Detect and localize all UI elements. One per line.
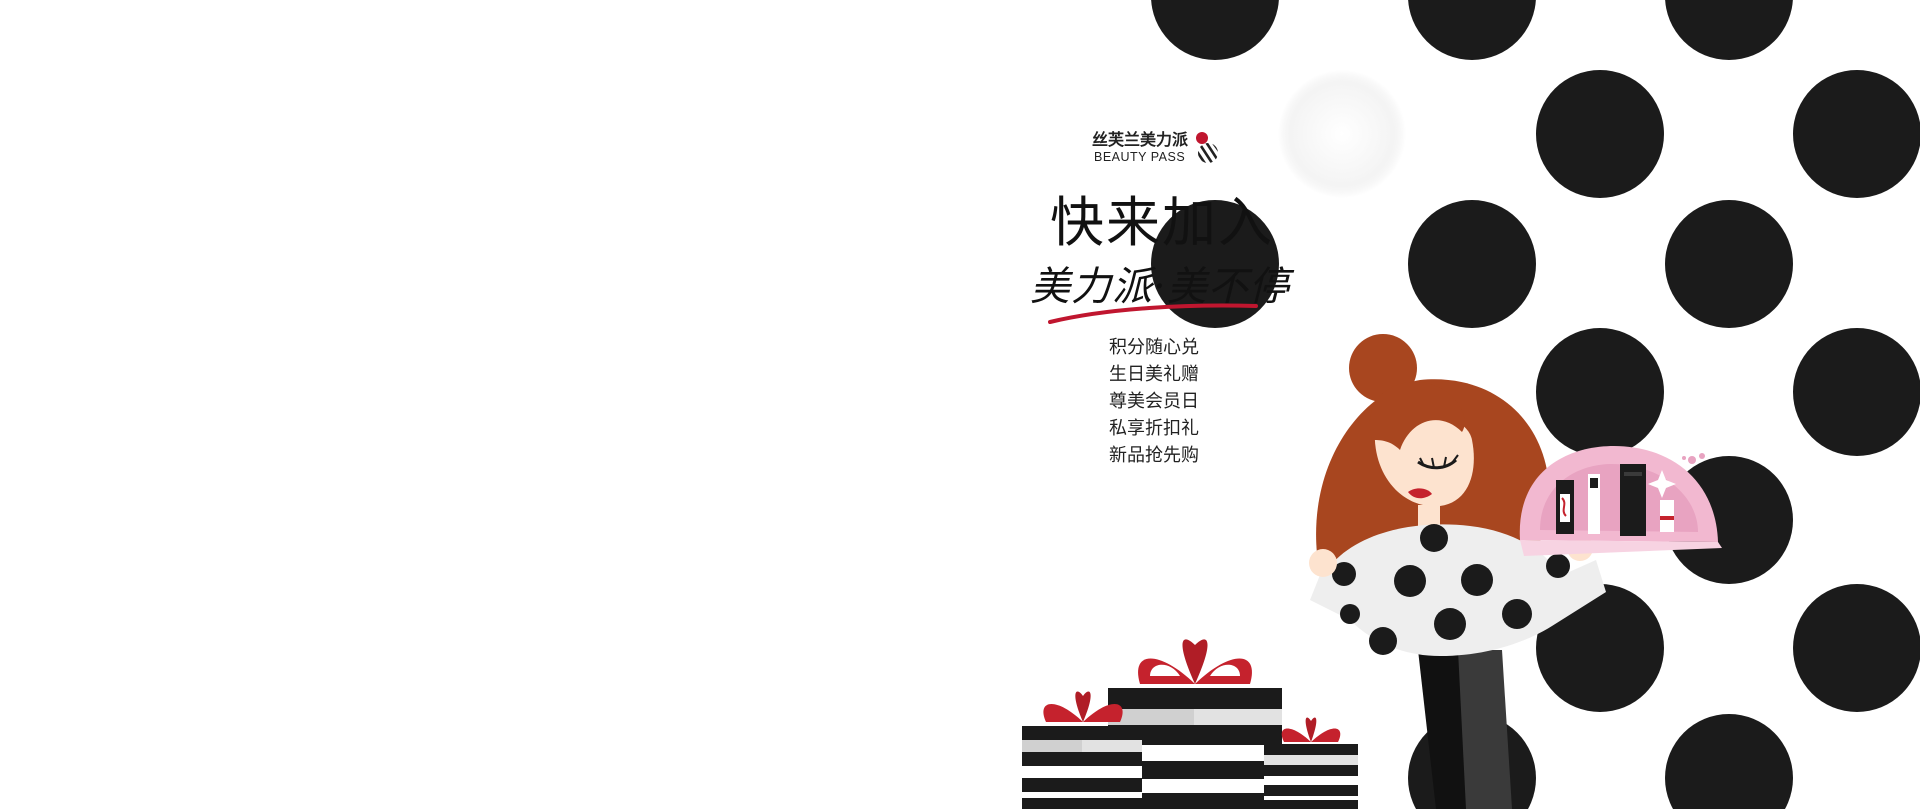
slogan-underline-swoosh — [1048, 303, 1258, 324]
benefit-item: 积分随心兑 — [1109, 337, 1199, 358]
polka-dot — [1793, 584, 1920, 712]
beauty-pass-logo: 丝芙兰美力派 BEAUTY PASS — [1092, 126, 1222, 168]
gift-boxes-illustration — [1022, 639, 1358, 809]
headline-join-now: 快来加入 — [1050, 191, 1274, 254]
benefit-item: 新品抢先购 — [1109, 445, 1199, 466]
polka-dot — [1151, 0, 1279, 60]
gift-box-left — [1022, 691, 1142, 809]
gift-box-right — [1264, 717, 1358, 809]
polka-dot — [1408, 200, 1536, 328]
polka-dot — [1536, 70, 1664, 198]
polka-dot — [1665, 0, 1793, 60]
polka-dot — [1408, 0, 1536, 60]
polka-dot — [1793, 328, 1920, 456]
polka-dot — [1665, 714, 1793, 809]
gift-box-large — [1108, 639, 1282, 809]
polka-dot — [1665, 200, 1793, 328]
benefit-item: 生日美礼赠 — [1109, 364, 1199, 385]
polka-dot — [1793, 70, 1920, 198]
benefits-list: 积分随心兑 生日美礼赠 尊美会员日 私享折扣礼 新品抢先购 — [1090, 334, 1218, 469]
cosmetic-case-illustration — [1519, 446, 1722, 556]
logo-name-cn: 丝芙兰美力派 — [1092, 130, 1189, 149]
benefit-item: 私享折扣礼 — [1109, 418, 1199, 439]
polka-dot — [1536, 584, 1664, 712]
girl-illustration — [1309, 334, 1722, 809]
benefit-item: 尊美会员日 — [1109, 391, 1199, 412]
logo-mark-icon — [1196, 132, 1218, 163]
brand-slogan: 美力派·美不停 — [1030, 264, 1290, 310]
polka-dot — [1536, 328, 1664, 456]
polka-dot — [1151, 200, 1279, 328]
logo-name-en: BEAUTY PASS — [1094, 150, 1186, 164]
faded-dot — [1278, 70, 1406, 198]
